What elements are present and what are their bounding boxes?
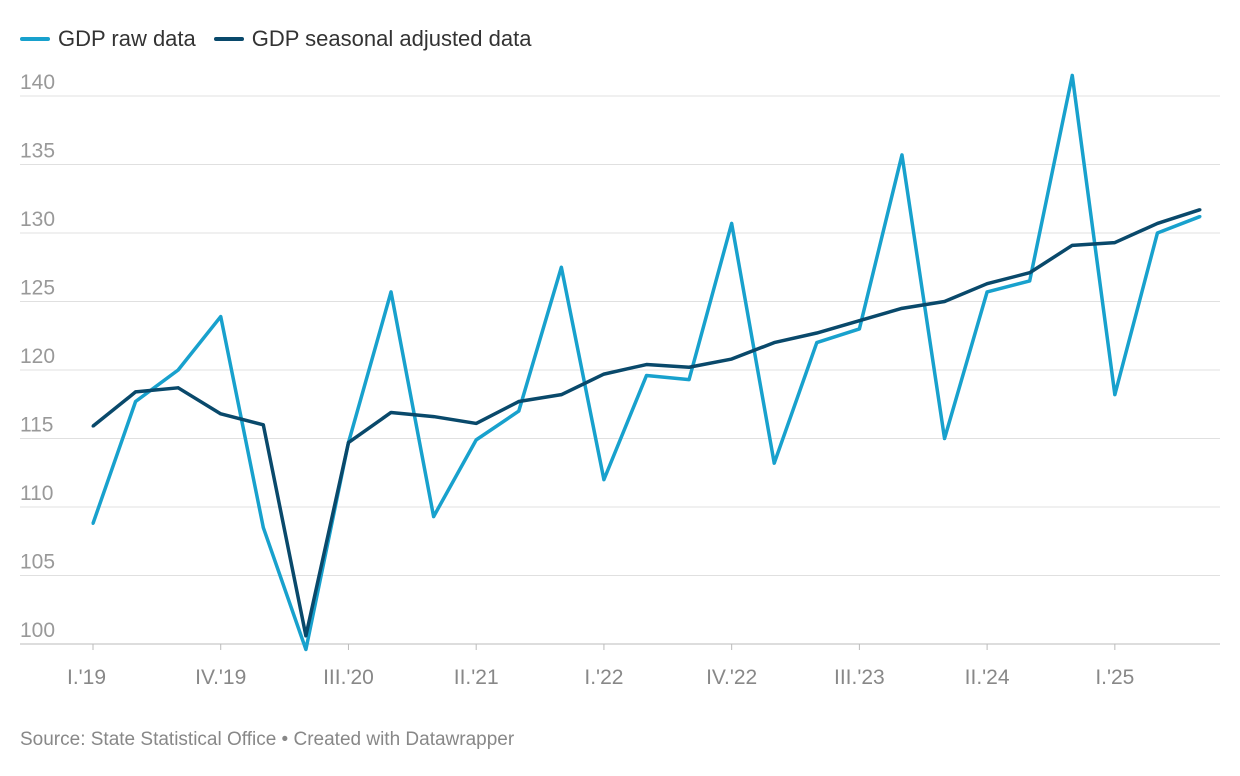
data-point bbox=[134, 390, 138, 394]
x-tick-label: I.'19 bbox=[67, 666, 106, 689]
data-point bbox=[559, 265, 563, 269]
data-point bbox=[687, 365, 691, 369]
x-tick-label: II.'24 bbox=[965, 666, 1010, 689]
data-point bbox=[943, 437, 947, 440]
data-point bbox=[389, 410, 393, 414]
y-tick-label: 130 bbox=[20, 208, 55, 231]
data-point bbox=[857, 319, 861, 323]
legend: GDP raw data GDP seasonal adjusted data bbox=[20, 26, 531, 52]
source-note: Source: State Statistical Office • Creat… bbox=[20, 729, 515, 750]
y-tick-label: 125 bbox=[20, 277, 55, 300]
data-point bbox=[687, 378, 691, 382]
legend-label-adjusted: GDP seasonal adjusted data bbox=[251, 26, 532, 51]
data-point bbox=[134, 400, 138, 404]
data-point bbox=[1198, 215, 1202, 219]
y-tick-label: 135 bbox=[20, 140, 55, 163]
series-line-adjusted bbox=[91, 208, 1201, 638]
x-tick-label: II.'21 bbox=[454, 666, 499, 689]
data-point bbox=[602, 478, 606, 482]
legend-item-adjusted: GDP seasonal adjusted data bbox=[213, 26, 532, 52]
data-point bbox=[645, 373, 648, 377]
y-tick-label: 140 bbox=[20, 71, 55, 94]
x-tick-label: IV.'19 bbox=[195, 666, 246, 689]
x-tick-label: IV.'22 bbox=[706, 666, 757, 689]
data-point bbox=[815, 341, 819, 345]
data-point bbox=[1028, 279, 1032, 283]
data-point bbox=[1155, 231, 1159, 235]
data-point bbox=[900, 153, 904, 157]
data-point bbox=[1198, 208, 1202, 212]
data-point bbox=[474, 421, 478, 425]
data-point bbox=[304, 634, 308, 638]
data-point bbox=[772, 461, 776, 465]
legend-item-raw: GDP raw data bbox=[20, 26, 196, 52]
data-point bbox=[91, 521, 95, 525]
y-tick-label: 115 bbox=[20, 414, 53, 437]
data-point bbox=[943, 300, 947, 303]
data-point bbox=[815, 331, 819, 335]
data-point bbox=[1070, 73, 1074, 77]
data-point bbox=[985, 290, 989, 294]
x-tick-label: III.'20 bbox=[323, 666, 374, 689]
y-tick-label: 100 bbox=[20, 619, 55, 642]
y-tick-label: 105 bbox=[20, 551, 55, 574]
data-point bbox=[1070, 243, 1074, 247]
data-point bbox=[176, 368, 180, 372]
data-point bbox=[559, 393, 563, 397]
data-point bbox=[219, 412, 223, 416]
data-point bbox=[1028, 271, 1032, 275]
data-point bbox=[474, 438, 478, 442]
legend-swatch-raw bbox=[20, 37, 50, 41]
x-tick-label: I.'22 bbox=[584, 666, 623, 689]
series-line-raw bbox=[91, 73, 1201, 652]
data-point bbox=[1113, 393, 1117, 397]
data-point bbox=[602, 372, 606, 376]
data-point bbox=[176, 386, 180, 390]
y-tick-label: 110 bbox=[20, 482, 53, 505]
data-point bbox=[900, 306, 904, 310]
data-point bbox=[1113, 241, 1117, 245]
legend-swatch-adjusted bbox=[213, 37, 244, 41]
x-tick-label: I.'25 bbox=[1095, 666, 1134, 689]
data-point bbox=[1155, 221, 1159, 225]
data-point bbox=[91, 424, 95, 428]
data-point bbox=[389, 290, 393, 294]
data-point bbox=[432, 515, 436, 519]
data-point bbox=[772, 341, 776, 345]
x-tick-label: III.'23 bbox=[834, 666, 885, 689]
data-point bbox=[857, 327, 861, 331]
data-point bbox=[517, 400, 521, 404]
data-point bbox=[432, 415, 436, 419]
data-point bbox=[985, 282, 989, 286]
data-point bbox=[261, 423, 265, 427]
data-point bbox=[261, 526, 265, 530]
legend-label-raw: GDP raw data bbox=[58, 26, 196, 51]
data-point bbox=[645, 363, 648, 367]
data-point bbox=[730, 221, 734, 225]
data-point bbox=[219, 315, 223, 319]
data-point bbox=[304, 647, 308, 651]
y-tick-label: 120 bbox=[20, 345, 55, 368]
data-point bbox=[730, 357, 734, 361]
data-point bbox=[346, 441, 350, 445]
data-point bbox=[517, 409, 521, 413]
